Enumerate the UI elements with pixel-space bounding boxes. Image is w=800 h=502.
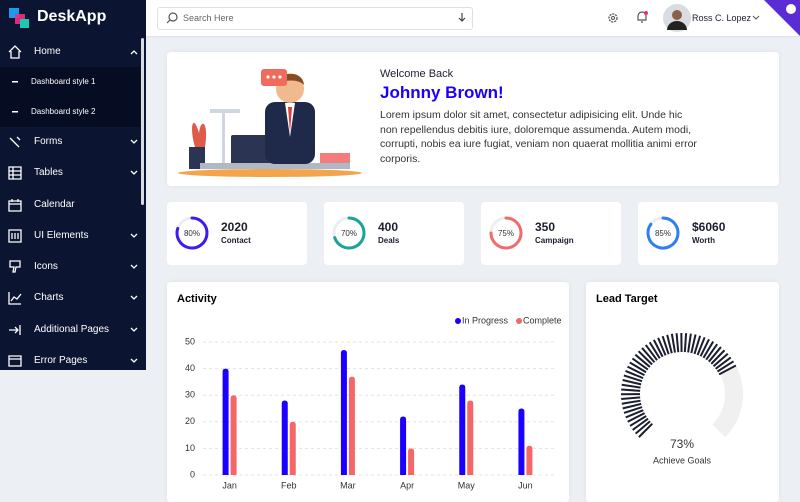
- chart-title: Activity: [177, 293, 218, 305]
- legend-marker: [516, 318, 522, 324]
- x-tick-label: Apr: [400, 480, 414, 490]
- chart-title: Lead Target: [596, 293, 658, 305]
- bar: [459, 385, 465, 475]
- bar: [467, 401, 473, 475]
- charts: 80% 70% 75% 85% Activity 0 10 20 30 40 50 In Progre…: [0, 0, 800, 491]
- bar: [349, 377, 355, 475]
- bar: [223, 369, 229, 475]
- x-tick-label: Jun: [518, 480, 533, 490]
- progress-label: 80%: [184, 229, 200, 238]
- gauge-tick: [622, 385, 641, 388]
- bar: [231, 395, 237, 475]
- legend-marker: [455, 318, 461, 324]
- progress-label: 70%: [341, 229, 357, 238]
- gauge-tick: [621, 397, 640, 399]
- y-tick-label: 50: [185, 336, 195, 346]
- legend-label: Complete: [523, 315, 562, 325]
- x-tick-label: Mar: [340, 480, 356, 490]
- gauge-tick: [677, 333, 679, 352]
- y-tick-label: 20: [185, 416, 195, 426]
- bar: [408, 448, 414, 475]
- y-tick-label: 0: [190, 469, 195, 479]
- gauge-tick: [672, 334, 675, 353]
- progress-label: 85%: [655, 229, 671, 238]
- x-tick-label: May: [458, 480, 476, 490]
- progress-label: 75%: [498, 229, 514, 238]
- bar: [282, 401, 288, 475]
- x-tick-label: Feb: [281, 480, 297, 490]
- gauge-track: [719, 370, 734, 431]
- bar: [400, 416, 406, 475]
- gauge-tick: [688, 334, 691, 353]
- y-tick-label: 30: [185, 390, 195, 400]
- gauge-label: Achieve Goals: [653, 455, 712, 465]
- x-tick-label: Jan: [222, 480, 237, 490]
- gauge-value: 73%: [670, 437, 694, 451]
- bar: [341, 350, 347, 475]
- y-tick-label: 10: [185, 443, 195, 453]
- bar: [526, 446, 532, 475]
- bar: [290, 422, 296, 475]
- page: DeskApp Home Dashboard style 1 Dashboard…: [0, 0, 800, 491]
- gauge-tick: [622, 401, 641, 404]
- legend-label: In Progress: [462, 315, 509, 325]
- bar: [518, 409, 524, 476]
- gauge-tick: [685, 333, 686, 352]
- gauge-tick: [621, 389, 640, 390]
- y-tick-label: 40: [185, 363, 195, 373]
